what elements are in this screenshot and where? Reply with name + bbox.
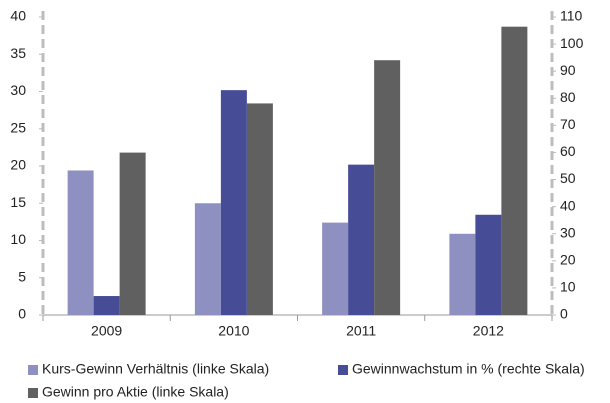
y-tick-label: 30 bbox=[10, 82, 26, 98]
y-tick-label: 35 bbox=[10, 45, 26, 61]
y2-tick-label: 60 bbox=[560, 143, 576, 159]
legend-swatch bbox=[28, 365, 38, 375]
y2-tick-label: 40 bbox=[560, 197, 576, 213]
legend-label: Gewinn pro Aktie (linke Skala) bbox=[42, 384, 229, 400]
y2-tick-label: 10 bbox=[560, 279, 576, 295]
bar bbox=[220, 90, 247, 316]
x-tick-label: 2010 bbox=[218, 323, 249, 339]
bar bbox=[449, 233, 476, 315]
y2-tick-label: 110 bbox=[560, 8, 583, 24]
y-tick-label: 15 bbox=[10, 194, 26, 210]
x-tick-label: 2011 bbox=[346, 323, 376, 339]
bar bbox=[67, 170, 94, 315]
y-tick-label: 0 bbox=[18, 306, 26, 322]
legend-swatch bbox=[338, 365, 348, 375]
y2-tick-label: 0 bbox=[560, 306, 568, 322]
bar bbox=[501, 26, 528, 316]
y2-tick-label: 20 bbox=[560, 252, 576, 268]
y2-tick-label: 90 bbox=[560, 62, 576, 78]
y2-tick-label: 30 bbox=[560, 224, 576, 240]
bar bbox=[119, 152, 146, 315]
bar bbox=[246, 103, 273, 315]
x-tick-label: 2009 bbox=[91, 323, 122, 339]
legend-label: Gewinnwachstum in % (rechte Skala) bbox=[352, 361, 585, 377]
legend-swatch bbox=[28, 388, 38, 398]
y-tick-label: 5 bbox=[18, 268, 26, 284]
x-tick-label: 2012 bbox=[473, 323, 504, 339]
bar bbox=[322, 222, 349, 315]
y-tick-label: 40 bbox=[10, 8, 26, 24]
bar bbox=[475, 214, 502, 315]
y-tick-label: 10 bbox=[10, 231, 26, 247]
y2-tick-label: 80 bbox=[560, 89, 576, 105]
legend-label: Kurs-Gewinn Verhältnis (linke Skala) bbox=[42, 361, 269, 377]
y2-tick-label: 100 bbox=[560, 35, 584, 51]
bar bbox=[374, 60, 401, 316]
bar bbox=[93, 296, 120, 315]
bar bbox=[348, 164, 375, 315]
bar bbox=[194, 203, 221, 315]
y2-tick-label: 70 bbox=[560, 116, 576, 132]
y2-tick-label: 50 bbox=[560, 170, 576, 186]
y-tick-label: 25 bbox=[10, 119, 26, 135]
y-tick-label: 20 bbox=[10, 157, 26, 173]
